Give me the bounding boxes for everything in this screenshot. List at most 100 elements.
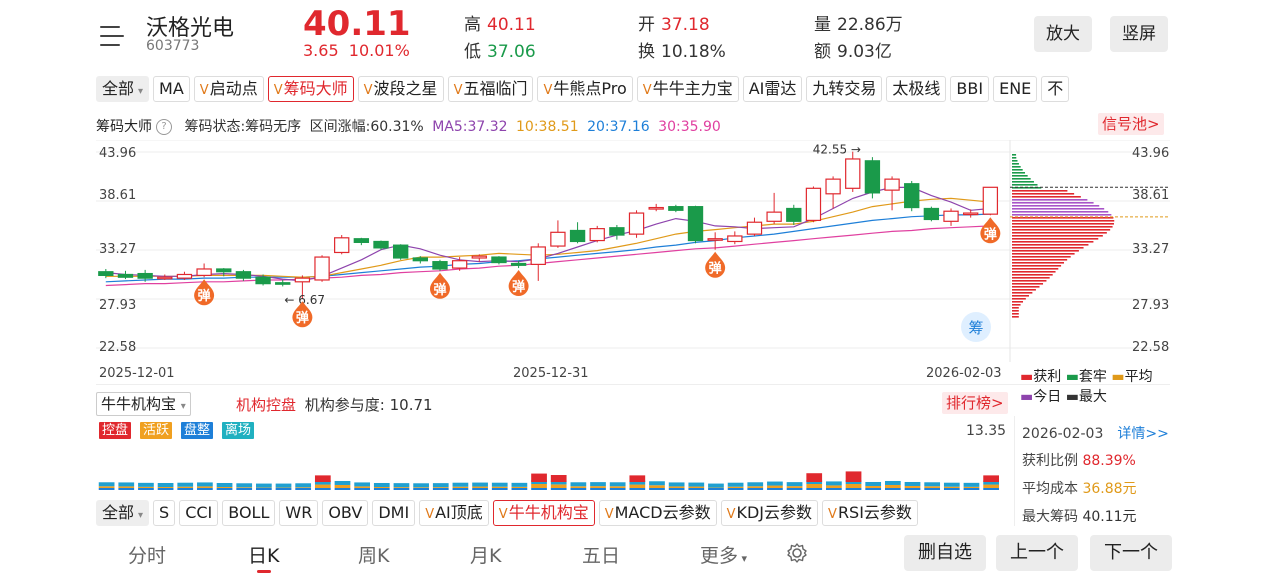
tab-ind-tabs-12[interactable]: ENE — [993, 76, 1038, 102]
candle — [471, 254, 487, 262]
tab-ind-tabs-0[interactable]: 全部 ▾ — [96, 76, 150, 102]
tab-sub-tabs-5[interactable]: OBV — [322, 500, 369, 526]
candle — [373, 240, 389, 250]
sub-bar — [491, 482, 508, 490]
tab-ind-tabs-11[interactable]: BBI — [950, 76, 990, 102]
tab-sub-tabs-8[interactable]: V牛牛机构宝 — [492, 500, 595, 526]
tab-sub-tabs-1[interactable]: S — [153, 500, 176, 526]
axis-right-label-2: 33.27 — [1132, 242, 1170, 257]
chip-button[interactable]: 筹 — [961, 312, 991, 342]
date-mid: 2025-12-31 — [513, 366, 589, 381]
tab-sub-tabs-6[interactable]: DMI — [372, 500, 416, 526]
tab-ind-tabs-5[interactable]: V五福临门 — [447, 76, 534, 102]
portrait-button[interactable]: 竖屏 — [1110, 16, 1168, 52]
zoom-button[interactable]: 放大 — [1034, 16, 1092, 52]
menu-icon[interactable] — [100, 26, 124, 48]
tab-ind-tabs-8[interactable]: AI雷达 — [742, 76, 803, 102]
tab-sub-tabs-4[interactable]: WR — [279, 500, 319, 526]
tab-monthly-k[interactable]: 月K — [470, 545, 502, 567]
candle — [275, 279, 291, 287]
signal-marker[interactable]: 弹 — [508, 270, 529, 297]
sub-bar — [511, 482, 528, 490]
chevron-right-icon: > — [1147, 115, 1160, 133]
axis-left-label-0: 43.96 — [99, 146, 137, 161]
tab-ind-tabs-1[interactable]: MA — [153, 76, 190, 102]
tab-five-day[interactable]: 五日 — [582, 545, 621, 567]
sub-bar — [786, 482, 803, 490]
tab-ind-tabs-7[interactable]: V牛牛主力宝 — [636, 76, 739, 102]
next-stock-button[interactable]: 下一个 — [1090, 535, 1172, 571]
ma5-line — [105, 186, 991, 282]
tab-sub-tabs-3[interactable]: BOLL — [222, 500, 276, 526]
candle — [609, 224, 625, 240]
delete-watchlist-button[interactable]: 删自选 — [904, 535, 986, 571]
candle — [137, 269, 153, 282]
tab-sub-tabs-7[interactable]: VAI顶底 — [419, 500, 489, 526]
svg-text:弹: 弹 — [198, 288, 211, 304]
sub-bar-chart[interactable] — [96, 440, 1010, 492]
panel-divider — [1014, 416, 1015, 526]
tab-ind-tabs-6[interactable]: V牛熊点Pro — [537, 76, 633, 102]
chevron-down-icon: ▾ — [180, 401, 186, 412]
sub-indicator-select[interactable]: 牛牛机构宝 ▾ — [96, 392, 191, 416]
signal-marker[interactable]: 弹 — [980, 217, 1001, 244]
axis-right-label-0: 43.96 — [1132, 146, 1170, 161]
tab-ind-tabs-9[interactable]: 九转交易 — [806, 76, 883, 102]
stat-amount: 额 9.03亿 — [814, 42, 892, 62]
candle — [353, 237, 370, 246]
tab-sub-tabs-10[interactable]: VKDJ云参数 — [720, 500, 819, 526]
sub-bar — [747, 482, 764, 490]
tab-ind-tabs-13[interactable]: 不 — [1041, 76, 1070, 102]
candle — [766, 192, 782, 225]
low-marker: ← 6.67 — [284, 293, 325, 307]
sub-bar — [884, 480, 901, 490]
v-badge-icon: V — [828, 507, 837, 522]
tab-more[interactable]: 更多 ▾ — [700, 545, 748, 567]
tab-sub-tabs-9[interactable]: VMACD云参数 — [598, 500, 717, 526]
detail-link[interactable]: 详情>> — [1117, 426, 1169, 442]
sub-bar — [432, 483, 449, 490]
v-badge-icon: V — [453, 83, 463, 98]
tag-active: 活跃 — [140, 422, 173, 439]
signal-marker[interactable]: 弹 — [705, 251, 726, 278]
help-icon[interactable]: ? — [156, 119, 172, 135]
signal-marker[interactable]: 弹 — [429, 272, 450, 299]
caret-down-icon: ▾ — [738, 552, 748, 565]
sub-bar — [413, 483, 429, 490]
legend-status: 筹码状态:筹码无序 — [184, 119, 302, 135]
tab-weekly-k[interactable]: 周K — [358, 545, 390, 567]
v-badge-icon: V — [726, 507, 736, 522]
sub-bar — [531, 473, 547, 490]
stat-open: 开 37.18 — [638, 15, 710, 35]
signal-marker[interactable]: 弹 — [292, 301, 313, 328]
tab-sub-tabs-0[interactable]: 全部 ▾ — [96, 500, 150, 526]
tab-ind-tabs-10[interactable]: 太极线 — [886, 76, 947, 102]
sub-bar — [904, 481, 921, 490]
high-marker: 42.55 → — [813, 143, 861, 157]
candle — [589, 225, 605, 243]
candle — [314, 255, 330, 282]
tab-ind-tabs-2[interactable]: V启动点 — [193, 76, 264, 102]
candle — [727, 231, 743, 245]
tab-ind-tabs-4[interactable]: V波段之星 — [357, 76, 444, 102]
change-value: 3.65 — [303, 41, 339, 60]
tab-daily-k[interactable]: 日K — [248, 541, 279, 573]
sub-bar — [629, 475, 646, 490]
candle — [707, 232, 723, 250]
candle — [451, 257, 468, 271]
tab-sub-tabs-11[interactable]: VRSI云参数 — [822, 500, 918, 526]
signal-pool-button[interactable]: 信号池> — [1098, 113, 1164, 135]
tab-ind-tabs-3[interactable]: V筹码大师 — [267, 76, 354, 102]
ma10-line — [105, 197, 991, 278]
rank-button[interactable]: 排行榜> — [942, 392, 1008, 414]
gear-icon[interactable] — [786, 542, 808, 564]
signal-marker[interactable]: 弹 — [194, 279, 215, 306]
prev-stock-button[interactable]: 上一个 — [996, 535, 1078, 571]
stat-volume: 量 22.86万 — [814, 15, 903, 35]
sub-title: 机构控盘 — [236, 396, 297, 414]
sub-bar — [806, 473, 823, 490]
axis-left-label-3: 27.93 — [99, 298, 137, 313]
tab-sub-tabs-2[interactable]: CCI — [179, 500, 219, 526]
tab-intraday[interactable]: 分时 — [128, 545, 167, 567]
